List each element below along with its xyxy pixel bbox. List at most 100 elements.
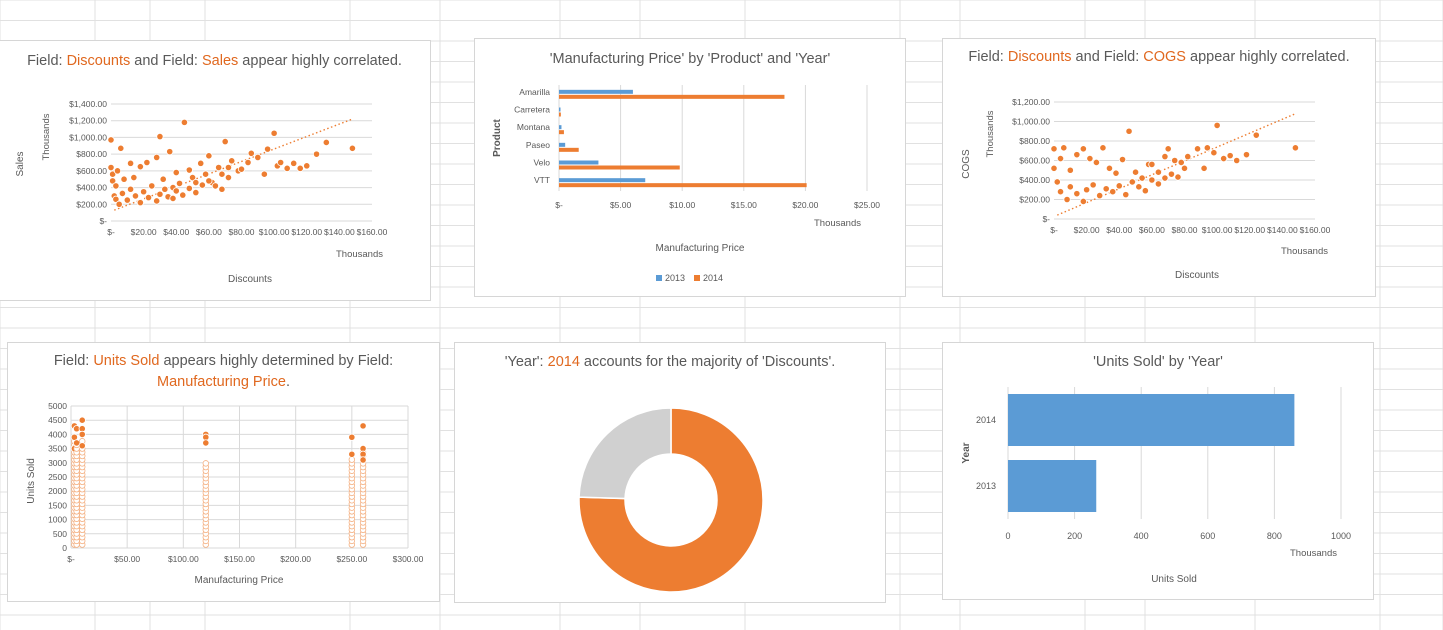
chart-discounts-by-year-donut[interactable]: 'Year': 2014 accounts for the majority o… [454,342,886,603]
data-point [1174,173,1182,181]
x-tick-label: $80.00 [229,227,255,237]
data-point [1180,164,1189,172]
data-point [283,164,291,172]
data-point [359,422,367,430]
data-point [1115,182,1123,190]
y-tick-label: 500 [53,529,67,539]
x-tick-label: $25.00 [854,200,880,210]
y-tick-label: Carretera [514,105,550,115]
data-point [192,188,200,197]
data-point [1138,174,1146,182]
data-point [1131,168,1140,176]
legend-swatch-2014 [694,275,700,281]
data-point [1079,197,1087,206]
legend-label-2014: 2014 [703,273,723,283]
data-point [144,194,153,202]
y-tick-label: $800.00 [1019,136,1050,146]
scatter-plot: $- $200.00 $400.00 $600.00 $800.00 $1,000.00 $… [15,99,388,285]
x-tick-label: $100.00 [1202,225,1233,235]
data-point [136,163,144,171]
chart-title: 'Year': 2014 accounts for the majority o… [504,354,836,370]
data-point [1073,190,1081,198]
x-axis-title: Discounts [1175,270,1219,281]
data-point [1242,151,1251,159]
data-point [1109,188,1117,196]
data-point [192,178,200,187]
x-unit-label: Thousands [1290,548,1337,559]
data-point [1148,160,1156,169]
data-point [107,136,115,144]
y-tick-label: $600.00 [1019,156,1050,166]
data-point [143,158,151,167]
x-tick-label: $40.00 [163,227,189,237]
x-axis-title: Discounts [228,274,272,285]
x-tick-label: $250.00 [336,554,367,564]
data-point [130,173,138,182]
x-tick-label: $- [67,554,75,564]
chart-units-sold-vs-manufacturing-price[interactable]: Field: Units Sold appears highly determi… [7,342,440,602]
y-tick-label: 3500 [48,444,67,454]
data-point [247,149,255,157]
x-tick-label: $160.00 [1300,225,1331,235]
chart-title: 'Manufacturing Price' by 'Product' and '… [549,51,831,67]
data-point [1210,149,1218,157]
y-tick-label: $800.00 [76,149,107,159]
chart-cogs-vs-discounts[interactable]: Field: Discounts and Field: COGS appear … [942,38,1376,297]
data-point [215,163,223,172]
y-tick-label: VTT [534,175,550,185]
data-point [1050,164,1058,172]
data-point [348,433,356,441]
bar-2014-vtt [559,183,807,188]
x-tick-label: 600 [1200,531,1215,541]
data-point [1167,170,1176,178]
data-point [228,157,236,165]
legend-swatch-2013 [656,275,662,281]
y-tick-label: 2500 [48,472,67,482]
data-point [260,170,268,178]
y-unit-label: Thousands [41,113,52,160]
x-tick-label: 0 [1005,531,1010,541]
chart-title: 'Units Sold' by 'Year' [1093,354,1223,370]
data-point [1220,154,1228,163]
data-point [172,187,180,195]
y-tick-label: $1,000.00 [69,132,107,142]
data-point [348,450,356,458]
data-point [205,152,213,160]
x-tick-label: $200.00 [280,554,311,564]
x-tick-label: $160.00 [357,227,388,237]
chart-title: Field: Discounts and Field: COGS appear … [968,49,1350,65]
chart-title: Field: Units Sold appears highly determi… [53,353,394,390]
data-point [185,184,193,193]
chart-units-sold-by-year[interactable]: 'Units Sold' by 'Year' 0 200 400 600 800 1000… [942,342,1374,600]
chart-manufacturing-price-by-product[interactable]: 'Manufacturing Price' by 'Product' and '… [474,38,906,297]
x-tick-label: $100.00 [259,227,290,237]
donut-chart [578,407,764,593]
data-point [211,182,219,190]
data-point [1252,131,1260,139]
data-point [1128,178,1136,186]
data-point [277,158,285,167]
data-point [1050,145,1058,153]
bar-2013-montana [559,125,562,130]
data-point [113,167,122,175]
data-point [126,159,135,167]
y-tick-label: Amarilla [519,87,550,97]
y-tick-label: $400.00 [1019,175,1050,185]
data-point [161,185,169,193]
y-tick-label: Paseo [526,140,550,150]
scatter-plot: 0 500 1000 1500 2000 2500 3000 3500 4000 4500 5000… [26,401,424,586]
y-tick-label: 2013 [976,481,996,491]
data-point [1125,127,1133,135]
y-tick-label: 0 [62,543,67,553]
data-point [117,144,125,152]
data-point [185,166,193,174]
data-point [140,188,148,196]
data-point [1105,164,1114,172]
data-point [175,179,184,187]
data-point [112,182,120,190]
chart-sales-vs-discounts[interactable]: Field: Discounts and Field: Sales appear… [0,40,431,301]
data-point [1213,121,1221,130]
data-point [224,173,233,182]
data-point [1291,144,1300,152]
data-point [237,165,246,173]
